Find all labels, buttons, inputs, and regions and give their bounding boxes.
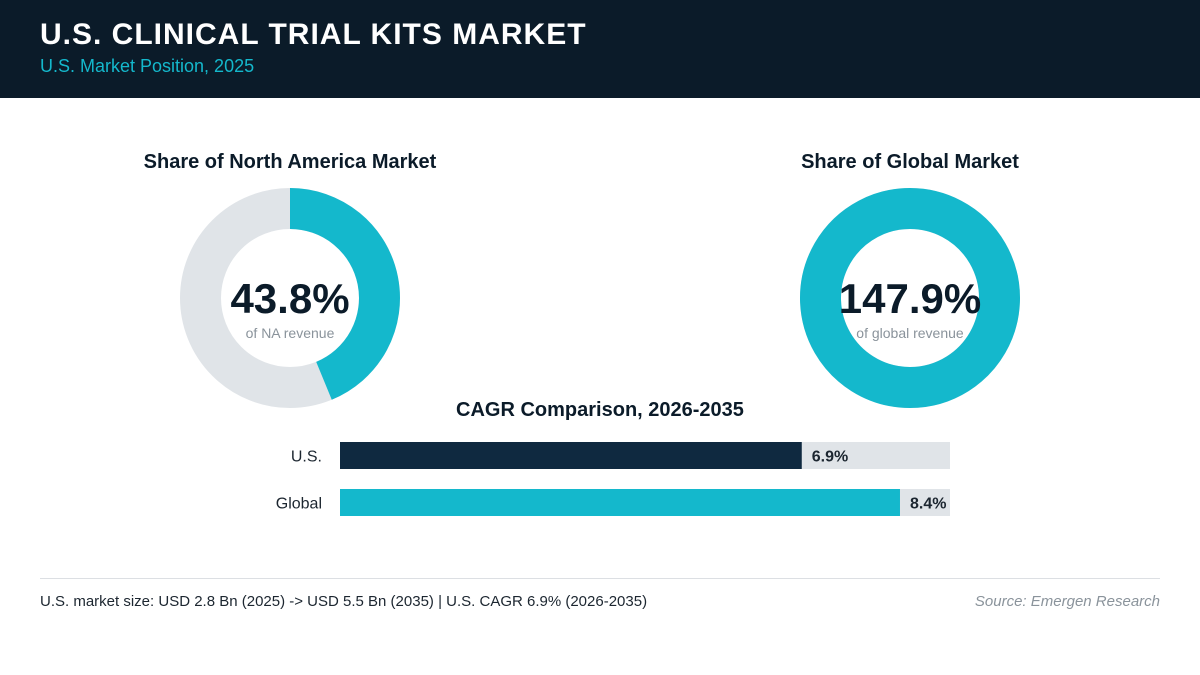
- global-share-value: 147.9%: [838, 275, 982, 322]
- bar-value-label: 8.4%: [910, 496, 946, 513]
- bar-category-label: U.S.: [291, 449, 322, 466]
- global-share-donut: [800, 188, 1020, 408]
- cagr-chart-title: CAGR Comparison, 2026-2035: [456, 399, 744, 421]
- page-title: U.S. CLINICAL TRIAL KITS MARKET: [40, 18, 587, 51]
- global-donut-title: Share of Global Market: [801, 151, 1019, 173]
- global-share-caption: of global revenue: [856, 325, 964, 341]
- global-donut-share-arc: [800, 188, 1020, 408]
- na-share-donut: [180, 188, 400, 408]
- na-donut-title: Share of North America Market: [143, 151, 437, 173]
- bar-global: [340, 489, 900, 516]
- na-share-value: 43.8%: [230, 275, 350, 322]
- footer-note: U.S. market size: USD 2.8 Bn (2025) -> U…: [40, 593, 648, 610]
- bar-value-label: 6.9%: [812, 449, 848, 466]
- na-share-caption: of NA revenue: [245, 325, 335, 341]
- footer-divider: [40, 578, 1160, 579]
- cagr-bar-chart: U.S. 6.9% Global 8.4%: [276, 442, 950, 516]
- bar-us: [340, 442, 802, 469]
- bar-category-label: Global: [276, 496, 322, 513]
- na-donut-share-arc: [289, 188, 400, 400]
- header-bar: U.S. CLINICAL TRIAL KITS MARKET U.S. Mar…: [0, 0, 1200, 98]
- footer-source: Source: Emergen Research: [974, 593, 1160, 610]
- page-subtitle: U.S. Market Position, 2025: [40, 56, 255, 76]
